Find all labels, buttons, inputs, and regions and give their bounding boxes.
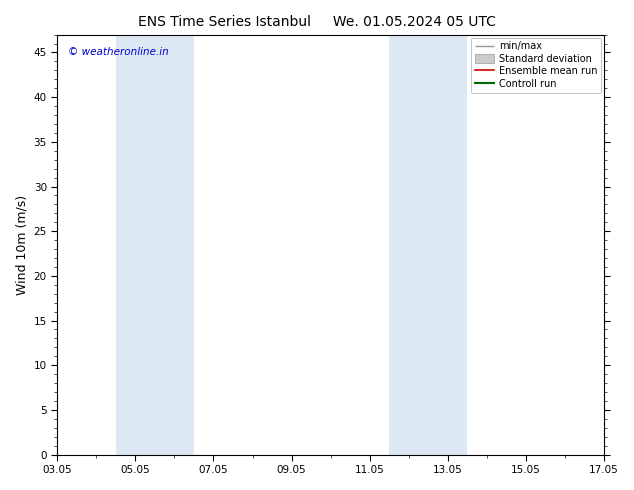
Bar <box>389 35 467 455</box>
Bar <box>116 35 194 455</box>
Text: ENS Time Series Istanbul     We. 01.05.2024 05 UTC: ENS Time Series Istanbul We. 01.05.2024 … <box>138 15 496 29</box>
Y-axis label: Wind 10m (m/s): Wind 10m (m/s) <box>15 195 28 294</box>
Legend: min/max, Standard deviation, Ensemble mean run, Controll run: min/max, Standard deviation, Ensemble me… <box>470 38 601 93</box>
Text: © weatheronline.in: © weatheronline.in <box>68 47 169 57</box>
